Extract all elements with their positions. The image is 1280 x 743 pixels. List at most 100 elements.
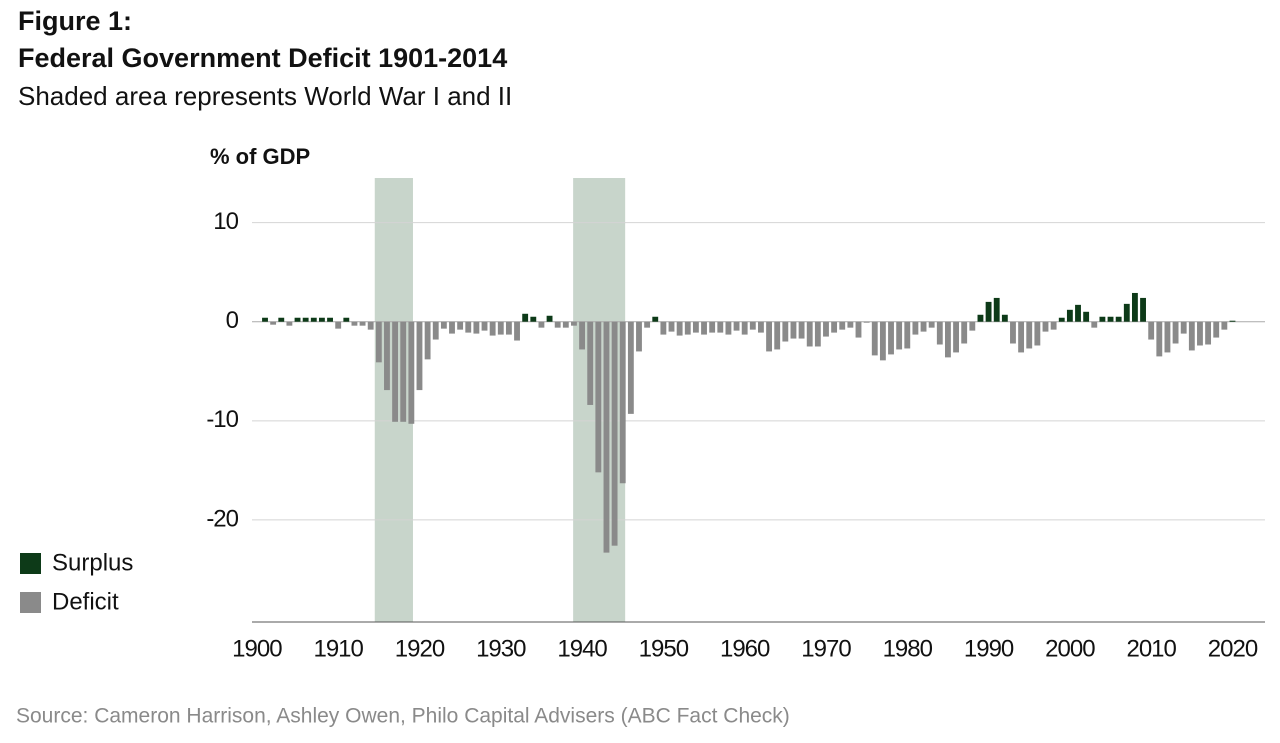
bar [611, 321, 618, 546]
bar [416, 321, 423, 391]
bar [262, 317, 268, 322]
x-tick-label: 1900 [232, 635, 282, 662]
bar [1221, 321, 1228, 330]
bar [270, 321, 277, 325]
bar [1058, 317, 1065, 322]
x-tick-label: 1930 [476, 635, 526, 662]
bar [335, 321, 342, 329]
bar [481, 321, 488, 331]
bar [749, 321, 756, 330]
bar [920, 321, 927, 332]
bar [660, 321, 667, 335]
bar [595, 321, 602, 473]
bar [359, 321, 366, 326]
bar [375, 321, 382, 363]
bar [1026, 321, 1033, 349]
bar [1042, 321, 1049, 332]
y-tick-label: 0 [226, 307, 239, 334]
bar [1010, 321, 1016, 344]
bar [408, 321, 415, 424]
bar [709, 321, 716, 333]
bar [936, 321, 943, 345]
x-tick-label: 1990 [964, 635, 1014, 662]
bar [1099, 316, 1106, 322]
bar [1164, 321, 1171, 353]
bar [1140, 297, 1146, 322]
bar [343, 317, 350, 322]
bar [400, 321, 407, 422]
bar [1229, 320, 1236, 322]
bar [676, 321, 683, 336]
x-tick-label: 2010 [1126, 635, 1176, 662]
bar [888, 321, 894, 355]
bar [652, 316, 659, 322]
bar [392, 321, 399, 422]
bar [733, 321, 740, 331]
bar [684, 321, 691, 335]
bar [831, 321, 838, 333]
bar [668, 321, 675, 332]
y-tick-label: 10 [213, 208, 238, 235]
bar [278, 317, 285, 322]
x-tick-label: 1960 [720, 635, 770, 662]
bar [294, 317, 301, 322]
bar [505, 321, 512, 335]
bar [945, 321, 951, 358]
bar [1123, 303, 1130, 322]
bar [1197, 321, 1203, 346]
legend-swatch [20, 553, 41, 574]
bar [644, 321, 651, 328]
bar [286, 321, 293, 326]
bar [758, 321, 764, 333]
bar [725, 321, 732, 335]
bar [985, 301, 992, 322]
chart-subtitle: Shaded area represents World War I and I… [18, 81, 512, 111]
legend-swatch [20, 592, 41, 613]
x-tick-label: 1920 [395, 635, 445, 662]
bar [465, 321, 472, 333]
bar [839, 321, 846, 330]
x-tick-label: 1950 [639, 635, 689, 662]
figure-label: Figure 1: [18, 6, 132, 36]
bar [717, 321, 724, 333]
bar [522, 313, 529, 322]
bar [351, 321, 358, 326]
x-tick-label: 1980 [883, 635, 933, 662]
bar [579, 321, 586, 350]
bar [969, 321, 976, 331]
bar [1148, 321, 1155, 340]
bar [953, 321, 959, 353]
x-tick-label: 2000 [1045, 635, 1095, 662]
bar [449, 321, 455, 334]
bar [1213, 321, 1220, 338]
bar [790, 321, 797, 339]
x-tick-label: 1970 [801, 635, 851, 662]
bar [1050, 321, 1057, 330]
source-note: Source: Cameron Harrison, Ashley Owen, P… [16, 705, 790, 728]
bar [562, 321, 569, 328]
x-tick-label: 1910 [313, 635, 363, 662]
bar [627, 321, 634, 414]
bar [367, 321, 374, 330]
bar [473, 321, 480, 334]
bar [782, 321, 789, 342]
bar [530, 316, 537, 322]
bar [1131, 292, 1138, 322]
bar [806, 321, 813, 347]
bar [619, 321, 626, 484]
bar [538, 321, 545, 328]
bar [440, 321, 447, 329]
bar [823, 321, 829, 337]
bar [961, 321, 968, 344]
bar [701, 321, 707, 335]
bar [1115, 316, 1122, 322]
x-tick-label: 1940 [557, 635, 607, 662]
bar [497, 321, 504, 335]
bar [424, 321, 431, 360]
bar [327, 317, 333, 322]
bar [904, 321, 911, 349]
bar [879, 321, 886, 361]
legend-label: Deficit [52, 588, 119, 615]
y-axis-label: % of GDP [210, 144, 310, 169]
